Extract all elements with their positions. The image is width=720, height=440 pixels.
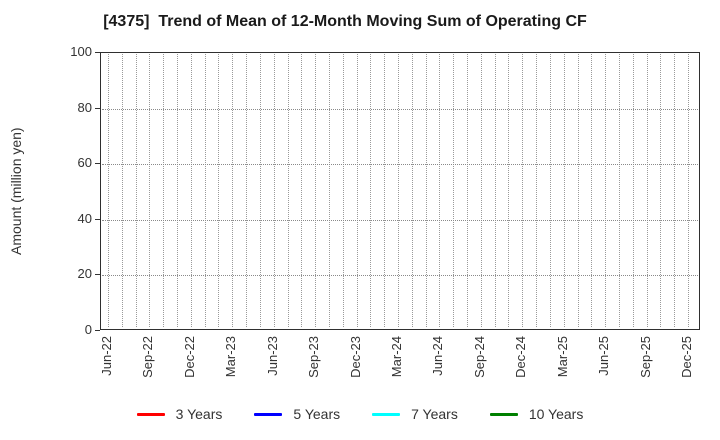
x-tick-label: Dec-24: [513, 336, 529, 378]
gridline-vertical: [218, 54, 220, 327]
y-tick-label: 40: [77, 210, 92, 226]
gridline-vertical: [190, 54, 192, 327]
gridline-vertical: [287, 54, 289, 327]
gridline-vertical: [356, 54, 358, 327]
gridline-vertical: [605, 54, 607, 327]
y-tick-mark: [95, 330, 100, 331]
gridline-vertical: [315, 54, 317, 327]
gridline-vertical: [273, 54, 275, 327]
gridline-vertical: [522, 54, 524, 327]
gridline-vertical: [425, 54, 427, 327]
gridline-vertical: [508, 54, 510, 327]
x-tick-label: Mar-25: [554, 336, 570, 378]
gridline-vertical: [632, 54, 634, 327]
x-tick-label: Dec-25: [679, 336, 694, 378]
gridline-vertical: [121, 54, 123, 327]
gridline-vertical: [453, 54, 455, 327]
gridline-vertical: [370, 54, 372, 327]
x-tick-label: Jun-25: [596, 336, 612, 376]
x-tick-label: Dec-23: [347, 336, 363, 378]
gridline-horizontal: [102, 164, 698, 166]
x-tick-label: Dec-22: [181, 336, 197, 378]
y-tick-mark: [95, 107, 100, 109]
gridline-horizontal: [102, 275, 698, 277]
gridline-vertical: [328, 54, 330, 327]
gridline-vertical: [494, 54, 496, 327]
x-tick-label: Jun-24: [430, 336, 446, 376]
gridline-vertical: [163, 54, 165, 327]
x-tick-label: Sep-24: [471, 336, 487, 378]
legend-label: 5 Years: [293, 406, 341, 422]
gridline-vertical: [618, 54, 620, 327]
gridline-vertical: [384, 54, 386, 327]
gridline-vertical: [660, 54, 662, 327]
y-axis-title: Amount (million yen): [8, 127, 24, 255]
legend-label: 3 Years: [175, 406, 223, 422]
x-tick-label: Mar-24: [389, 336, 404, 378]
gridline-vertical: [232, 54, 234, 327]
gridline-horizontal: [102, 219, 698, 221]
gridline-vertical: [177, 54, 179, 327]
y-tick-label: 100: [70, 44, 92, 59]
gridline-vertical: [646, 54, 648, 327]
x-tick-label: Sep-23: [306, 336, 322, 378]
gridline-vertical: [480, 54, 482, 327]
legend-item-7-years: 7 Years: [372, 406, 458, 422]
legend-line-swatch: [372, 412, 401, 416]
y-tick-label: 80: [77, 99, 92, 115]
gridline-vertical: [259, 54, 261, 327]
y-tick-mark: [95, 218, 100, 220]
gridline-vertical: [467, 54, 469, 327]
legend-label: 7 Years: [411, 406, 458, 422]
x-tick-label: Sep-22: [140, 336, 156, 378]
gridline-vertical: [398, 54, 399, 327]
gridline-vertical: [301, 54, 303, 327]
gridline-vertical: [674, 54, 676, 327]
y-tick-mark: [95, 52, 100, 53]
gridline-vertical: [246, 54, 248, 327]
gridline-vertical: [577, 54, 579, 327]
y-tick-mark: [95, 163, 100, 165]
plot-area: [100, 52, 700, 330]
chart-title: [4375] Trend of Mean of 12-Month Moving …: [103, 13, 587, 30]
gridline-vertical: [149, 54, 151, 327]
y-tick-label: 0: [84, 322, 92, 337]
gridline-vertical: [108, 54, 109, 327]
x-tick-label: Mar-23: [223, 336, 239, 378]
x-tick-label: Jun-22: [99, 336, 114, 376]
gridline-horizontal: [102, 108, 698, 110]
legend-line-swatch: [136, 412, 165, 416]
legend-line-swatch: [254, 412, 283, 416]
gridline-vertical: [439, 54, 441, 327]
legend-item-3-years: 3 Years: [136, 406, 223, 422]
legend-item-10-years: 10 Years: [489, 406, 584, 422]
gridline-vertical: [688, 54, 689, 327]
legend-line-swatch: [489, 412, 518, 416]
gridline-vertical: [342, 54, 344, 327]
legend-label: 10 Years: [528, 406, 584, 422]
legend-item-5-years: 5 Years: [254, 406, 340, 422]
gridline-vertical: [549, 54, 551, 327]
x-tick-label: Jun-23: [264, 336, 280, 376]
gridline-vertical: [204, 54, 206, 327]
y-tick-mark: [95, 274, 100, 276]
y-tick-label: 60: [77, 155, 92, 171]
gridline-vertical: [411, 54, 413, 327]
gridline-vertical: [563, 54, 565, 327]
legend: 3 Years 5 Years 7 Years 10 Years: [0, 402, 720, 426]
gridline-vertical: [536, 54, 538, 327]
x-tick-label: Sep-25: [637, 336, 653, 378]
gridline-vertical: [135, 54, 137, 327]
gridline-vertical: [591, 54, 593, 327]
y-tick-label: 20: [77, 266, 92, 282]
